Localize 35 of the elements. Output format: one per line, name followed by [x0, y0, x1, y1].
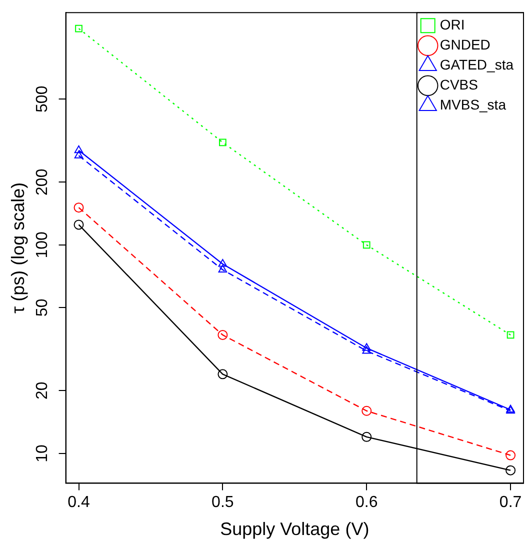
point — [218, 264, 228, 273]
y-tick-label: 200 — [34, 168, 51, 196]
point — [362, 241, 370, 249]
legend-label: GNDED — [440, 36, 490, 52]
point — [74, 145, 84, 154]
y-tick-label: 20 — [34, 382, 51, 400]
point — [362, 432, 372, 442]
point — [506, 465, 516, 476]
y-tick-label: 50 — [34, 298, 51, 317]
legend-label: GATED_sta — [440, 56, 514, 72]
point — [362, 346, 372, 354]
point — [219, 138, 226, 146]
legend-label: MVBS_sta — [440, 96, 506, 112]
y-tick-label: 500 — [34, 86, 51, 112]
legend-label: ORI — [440, 16, 465, 32]
point — [362, 343, 372, 351]
legend-label: CVBS — [440, 76, 478, 92]
point — [218, 258, 228, 267]
point — [74, 220, 84, 230]
x-tick-label: 0.6 — [355, 494, 378, 512]
x-tick-label: 0.4 — [68, 494, 90, 512]
y-tick-label: 10 — [34, 444, 51, 462]
point — [506, 450, 516, 460]
point — [75, 24, 82, 32]
point — [218, 330, 228, 340]
point — [74, 202, 84, 213]
y-tick-label: 100 — [34, 231, 51, 258]
y-axis-title: τ (ps) (log scale) — [8, 182, 28, 314]
point — [74, 150, 84, 158]
point — [506, 331, 514, 339]
point — [362, 406, 372, 416]
x-axis-title: Supply Voltage (V) — [220, 519, 370, 540]
x-tick-label: 0.7 — [499, 494, 522, 512]
point — [218, 369, 228, 380]
x-tick-label: 0.5 — [212, 494, 234, 512]
